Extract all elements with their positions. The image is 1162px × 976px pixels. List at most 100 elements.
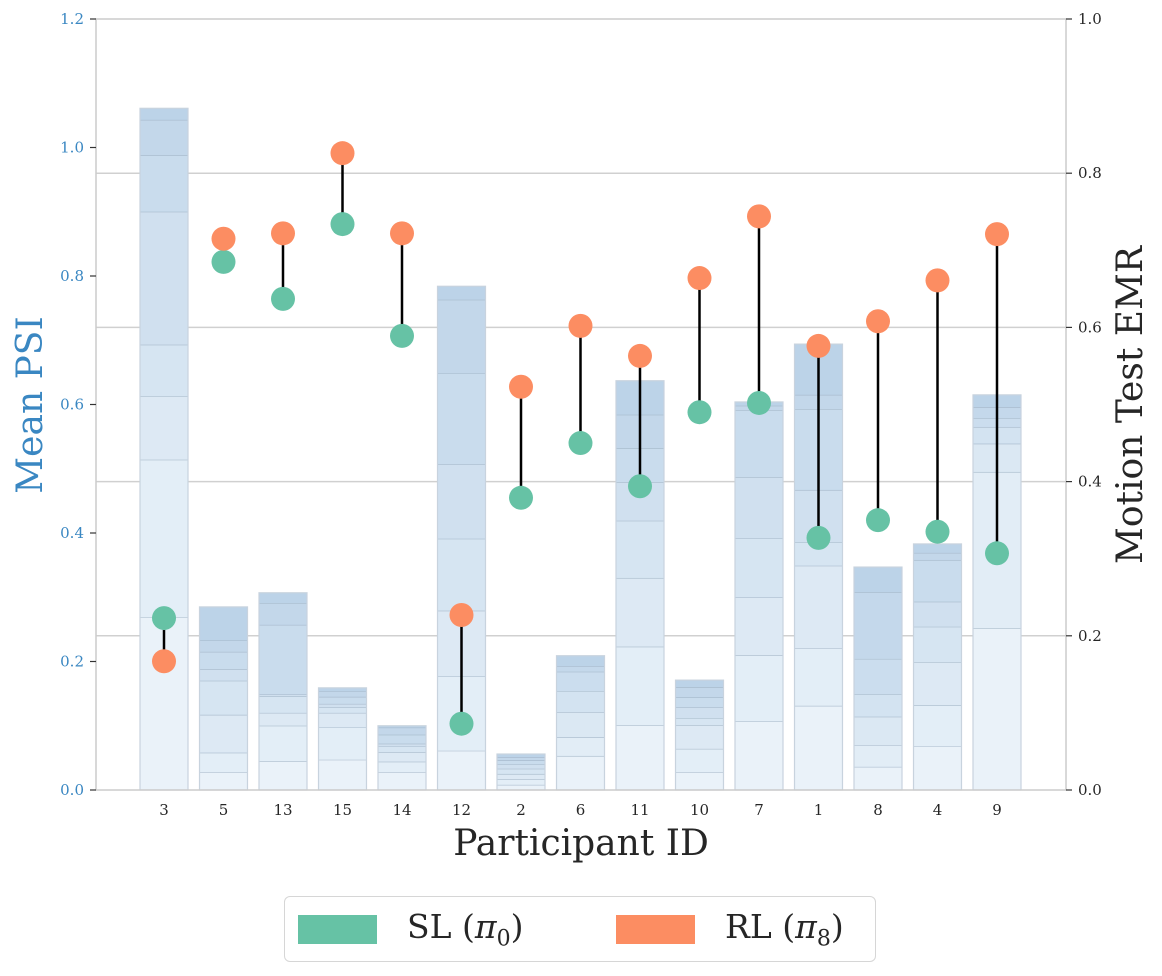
- x-tick-label: 12: [452, 801, 471, 819]
- bar-segment: [675, 680, 724, 688]
- legend-swatch-rl: [616, 914, 695, 944]
- dot-sl-4: [925, 519, 950, 544]
- bar-segment: [259, 694, 307, 697]
- bar-segment: [735, 721, 783, 790]
- bar-segment: [913, 601, 962, 627]
- bar-segment: [259, 624, 307, 695]
- left-tick-label: 0.2: [60, 653, 84, 671]
- bar-segment: [140, 155, 188, 212]
- dot-rl-4: [925, 268, 950, 293]
- bar-segment: [378, 743, 426, 747]
- bar-segment: [556, 671, 605, 692]
- right-tick-label: 0.0: [1078, 781, 1102, 799]
- right-tick-label: 0.2: [1078, 627, 1102, 645]
- dot-sl-3: [152, 606, 176, 631]
- dot-rl-14: [390, 221, 414, 246]
- x-tick-label: 4: [933, 801, 943, 819]
- bar-stack-7: [734, 401, 784, 791]
- bar-stack-5: [198, 606, 249, 791]
- bar-segment: [259, 696, 307, 713]
- legend-swatch-sl: [298, 914, 377, 944]
- dot-sl-1: [806, 525, 831, 550]
- bar-segment: [378, 727, 426, 735]
- right-tick-label: 0.8: [1078, 164, 1102, 182]
- bar-segment: [675, 748, 724, 773]
- bar-segment: [556, 755, 605, 790]
- bar-segment: [973, 628, 1021, 790]
- bar-segment: [497, 764, 545, 769]
- bar-segment: [616, 646, 664, 726]
- bar-segment: [318, 707, 367, 713]
- bar-segment: [437, 373, 486, 465]
- dot-sl-7: [747, 390, 771, 415]
- bar-segment: [199, 669, 248, 681]
- dot-rl-1: [806, 333, 831, 358]
- bar-segment: [318, 703, 367, 708]
- x-tick-label: 8: [873, 801, 883, 819]
- bar-segment: [378, 761, 426, 773]
- bar-segment: [140, 119, 188, 156]
- right-axis-label: Motion Test EMR: [1110, 245, 1151, 564]
- dot-sl-9: [985, 541, 1009, 566]
- bar-stack-2: [496, 753, 546, 791]
- bar-segment: [378, 725, 426, 728]
- bar-segment: [318, 727, 367, 760]
- bar-segment: [913, 559, 962, 602]
- bar-segment: [854, 766, 902, 790]
- bar-segment: [735, 597, 783, 656]
- dot-sl-8: [866, 508, 890, 533]
- left-tick-label: 0.4: [60, 524, 84, 542]
- bar-stack-1: [793, 343, 844, 791]
- bar-segment: [259, 761, 307, 790]
- x-tick-label: 3: [159, 801, 169, 819]
- bar-segment: [616, 577, 664, 647]
- bar-segment: [616, 520, 664, 578]
- dot-sl-10: [687, 400, 712, 425]
- bar-segment: [497, 773, 545, 780]
- bar-stack-8: [853, 566, 903, 791]
- bar-segment: [140, 108, 188, 120]
- bar-segment: [259, 603, 307, 625]
- bar-stack-15: [317, 687, 368, 791]
- dot-sl-11: [628, 474, 652, 499]
- bar-segment: [437, 750, 486, 790]
- x-axis-label: Participant ID: [453, 823, 709, 864]
- dot-rl-12: [449, 602, 474, 627]
- bar-segment: [497, 760, 545, 765]
- emr-dots: [152, 141, 1009, 736]
- bar-segment: [199, 752, 248, 773]
- x-tick-label: 10: [690, 801, 709, 819]
- dot-rl-13: [271, 221, 295, 246]
- bar-segment: [913, 746, 962, 790]
- x-tick-label: 2: [516, 801, 526, 819]
- right-tick-label: 1.0: [1078, 10, 1102, 28]
- connector-lines: [162, 153, 999, 724]
- dot-rl-15: [330, 141, 355, 166]
- dot-rl-6: [568, 313, 593, 338]
- bar-segment: [556, 655, 605, 666]
- bar-segment: [735, 477, 783, 539]
- bar-stack-10: [674, 679, 725, 791]
- bar-segment: [854, 716, 902, 746]
- bar-segment: [318, 712, 367, 728]
- bar-segment: [735, 655, 783, 722]
- bar-segment: [378, 772, 426, 790]
- legend-item-sl: SL (π0): [298, 897, 523, 961]
- bar-segment: [675, 718, 724, 726]
- left-tick-label: 1.2: [60, 10, 84, 28]
- bar-segment: [794, 565, 843, 649]
- left-axis-label: Mean PSI: [10, 316, 51, 493]
- right-tick-label: 0.4: [1078, 473, 1102, 491]
- bar-segment: [140, 211, 188, 345]
- bar-segment: [259, 592, 307, 604]
- x-tick-label: 15: [333, 801, 352, 819]
- bar-segment: [794, 541, 843, 566]
- bar-segment: [854, 745, 902, 767]
- x-tick-label: 5: [219, 801, 229, 819]
- bar-segment: [437, 538, 486, 611]
- bar-segment: [735, 538, 783, 598]
- left-tick-label: 0.6: [60, 396, 84, 414]
- bar-segment: [616, 725, 664, 790]
- bar-stack-14: [377, 725, 427, 791]
- bar-segment: [318, 759, 367, 790]
